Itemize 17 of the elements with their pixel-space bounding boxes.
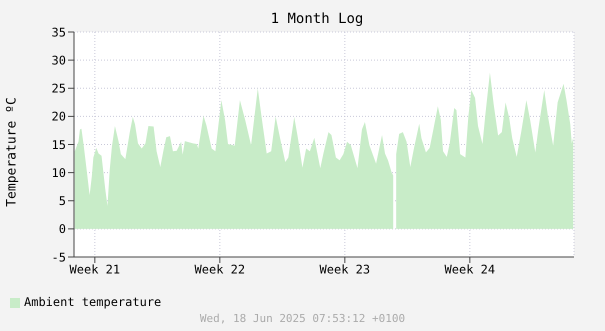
x-tick-label: Week 22	[194, 262, 246, 277]
y-tick-label: 0	[58, 222, 66, 236]
text: Wed, 18 Jun 2025 07:53:12 +0100	[198, 312, 406, 325]
y-tick-label: 5	[58, 194, 66, 208]
y-axis-title: Temperature ºC	[4, 97, 20, 207]
y-tick-label: 30	[52, 53, 66, 68]
x-tick-label: Week 24	[444, 262, 496, 277]
y-tick-label: 15	[52, 138, 66, 152]
y-tick-label: 20	[52, 110, 66, 124]
legend-label: Ambient temperature	[24, 295, 162, 309]
x-tick-label: Week 23	[320, 262, 370, 277]
chart-title: 1 Month Log	[270, 11, 364, 27]
y-tick-label: 35	[52, 25, 66, 40]
y-tick-label: -5	[52, 250, 66, 264]
y-tick-label: 25	[52, 82, 66, 96]
x-tick-label: Week 21	[70, 262, 120, 277]
y-tick-label: 10	[52, 166, 66, 180]
